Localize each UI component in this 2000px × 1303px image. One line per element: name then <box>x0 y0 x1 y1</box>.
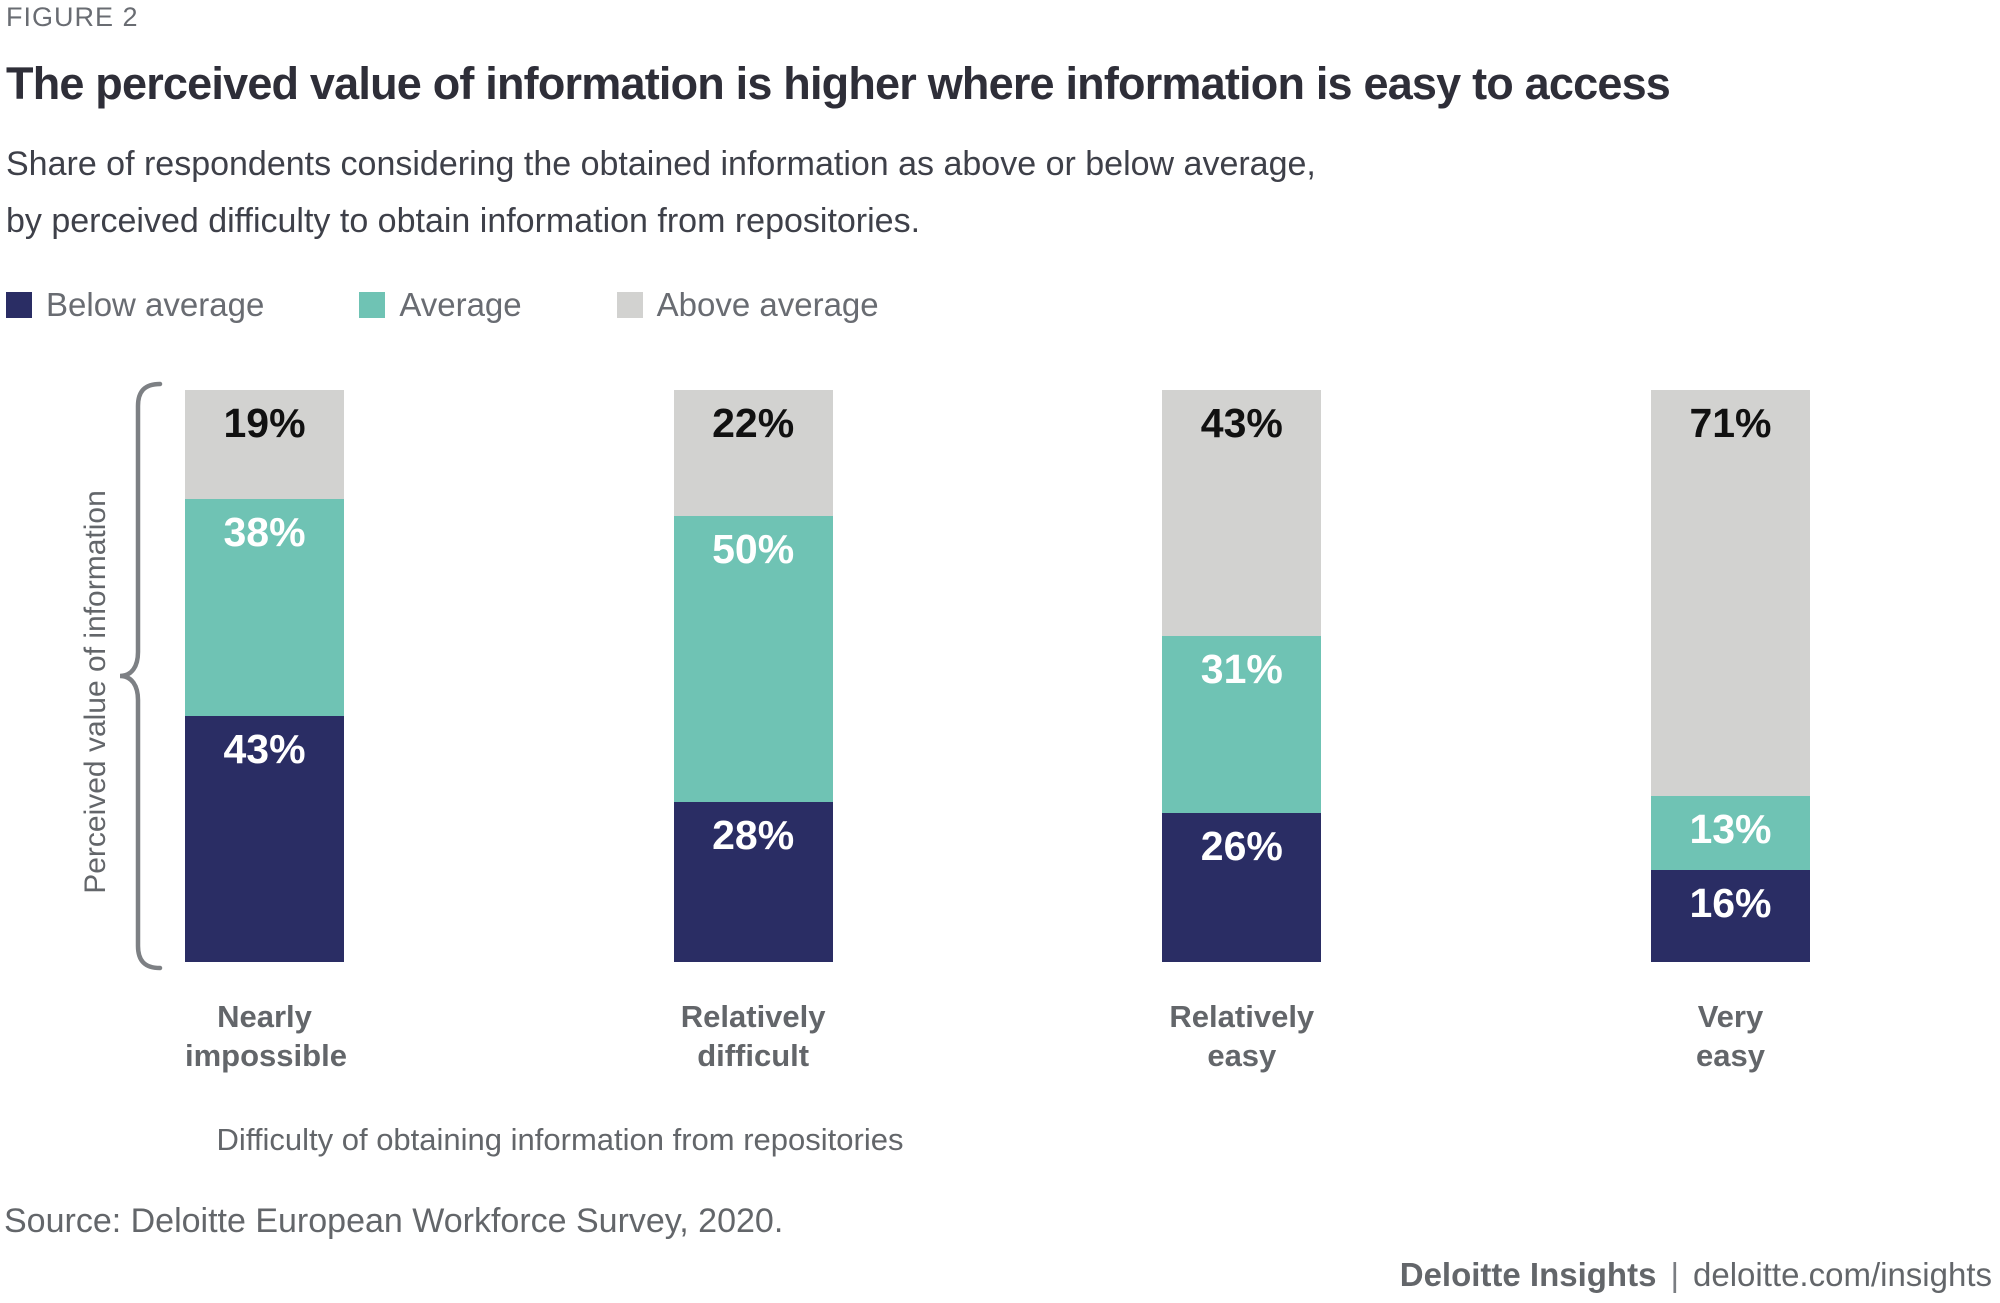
source-note: Source: Deloitte European Workforce Surv… <box>4 1202 784 1240</box>
bar-segment: 28% <box>673 801 833 962</box>
subtitle-line-1: Share of respondents considering the obt… <box>6 145 1316 183</box>
category-label-2: Relatively difficult <box>680 999 826 1073</box>
x-axis-label: Difficulty of obtaining information from… <box>216 1122 904 1157</box>
legend-item-average: Average <box>359 286 522 324</box>
chart-title: The perceived value of information is hi… <box>6 58 1671 109</box>
footer-url-link[interactable]: deloitte.com/insights <box>1693 1256 1992 1293</box>
bar-segment: 16% <box>1650 870 1810 962</box>
y-axis-label: Perceived value of information <box>79 490 112 894</box>
legend-item-above-average: Above average <box>616 286 879 324</box>
category-label-3: Relatively easy <box>1169 999 1315 1073</box>
category-label-1: Nearly impossible <box>185 999 347 1073</box>
figure-label: FIGURE 2 <box>6 2 139 32</box>
subtitle-line-2: by perceived difficulty to obtain inform… <box>6 202 921 240</box>
footer-brand: Deloitte Insights <box>1399 1256 1657 1293</box>
bar-column-3: 43% 31% 26% <box>1162 390 1322 962</box>
segment-value-label: 16% <box>1689 880 1772 927</box>
segment-value-label: 22% <box>712 400 795 446</box>
footer: Deloitte Insights | deloitte.com/insights <box>1400 1256 1992 1294</box>
bar-segment: 13% <box>1650 796 1810 871</box>
legend-swatch-above-average-icon <box>616 292 643 318</box>
legend-label-average: Average <box>399 286 522 323</box>
y-axis-brace <box>119 381 163 971</box>
legend-swatch-below-average-icon <box>6 292 32 318</box>
bar-segment: 43% <box>185 716 344 962</box>
segment-value-label: 31% <box>1200 645 1283 692</box>
legend-label-below-average: Below average <box>46 286 265 323</box>
bar-segment: 50% <box>673 515 833 802</box>
bar-segment: 71% <box>1650 390 1810 797</box>
segment-value-label: 43% <box>1200 400 1283 446</box>
segment-value-label: 43% <box>223 726 306 773</box>
legend-item-below-average: Below average <box>6 286 264 324</box>
bar-column-1: 19% 38% 43% <box>185 390 344 962</box>
bars-container: 19% 38% 43% 22% 50% 28% 43% 31% 26% 71% 13% 16% <box>185 390 1810 962</box>
legend-label-above-average: Above average <box>656 286 879 323</box>
bar-column-2: 22% 50% 28% <box>673 390 833 962</box>
segment-value-label: 50% <box>712 525 795 572</box>
chart-subtitle: Share of respondents considering the obt… <box>6 136 1316 250</box>
segment-value-label: 38% <box>223 508 306 555</box>
bar-segment: 22% <box>673 390 833 516</box>
segment-value-label: 13% <box>1689 806 1772 853</box>
segment-value-label: 71% <box>1689 400 1772 446</box>
bar-segment: 31% <box>1162 635 1322 814</box>
legend: Below average Average Above average <box>6 286 879 324</box>
legend-swatch-average-icon <box>359 292 386 318</box>
category-labels: Nearly impossible Relatively difficult Relat… <box>185 997 1810 1075</box>
bar-segment: 19% <box>185 390 344 499</box>
footer-separator: | <box>1670 1256 1680 1293</box>
segment-value-label: 19% <box>223 400 306 446</box>
bar-segment: 26% <box>1162 813 1322 962</box>
bar-segment: 43% <box>1162 390 1322 636</box>
bar-column-4: 71% 13% 16% <box>1650 390 1810 962</box>
segment-value-label: 26% <box>1200 823 1283 870</box>
bar-segment: 38% <box>185 498 344 717</box>
category-label-4: Very easy <box>1695 999 1765 1073</box>
segment-value-label: 28% <box>712 811 795 858</box>
